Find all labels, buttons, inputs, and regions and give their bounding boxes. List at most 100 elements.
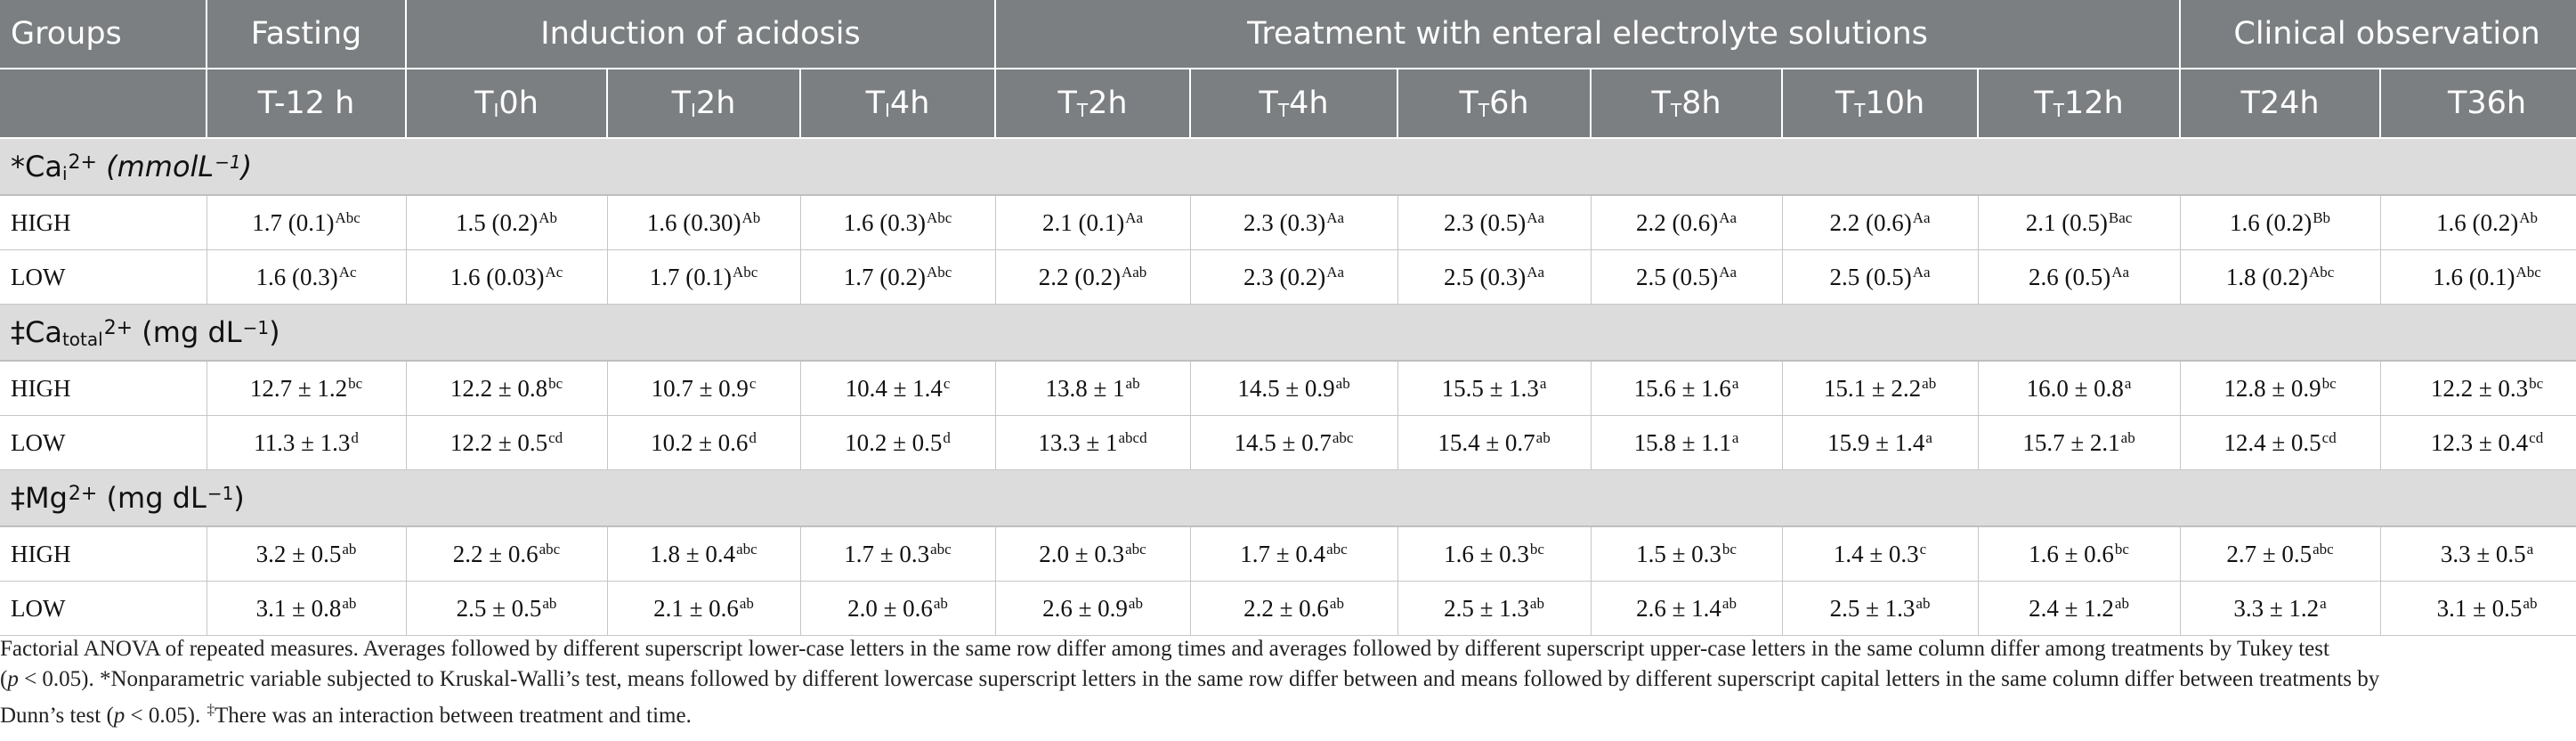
table-cell: 2.5 (0.5)Aa (1782, 249, 1979, 305)
section-title: ‡Catotal2+ (mg dL−1) (0, 304, 2576, 362)
table-cell: 2.6 ± 1.4ab (1591, 581, 1783, 636)
phase-header-row: Groups Fasting Induction of acidosis Tre… (0, 0, 2576, 69)
table-cell: 12.8 ± 0.9bc (2180, 361, 2381, 416)
section-header: ‡Mg2+ (mg dL−1) (0, 469, 2576, 527)
table-cell: 2.6 (0.5)Aa (1978, 249, 2181, 305)
table-cell: 2.7 ± 0.5abc (2180, 526, 2381, 582)
table-footnote: Factorial ANOVA of repeated measures. Av… (0, 634, 2564, 731)
table-cell: 2.5 (0.5)Aa (1591, 249, 1783, 305)
group-label: LOW (0, 415, 207, 470)
time-header-3: TI4h (800, 69, 997, 139)
table-cell: 10.4 ± 1.4c (800, 361, 996, 416)
table-cell: 1.5 (0.2)Ab (406, 195, 608, 250)
section-header: *Cai2+ (mmolL−1) (0, 138, 2576, 196)
time-header-2: TI2h (607, 69, 801, 139)
table-cell: 10.7 ± 0.9c (607, 361, 801, 416)
table-cell: 13.8 ± 1ab (995, 361, 1191, 416)
table-cell: 15.9 ± 1.4a (1782, 415, 1979, 470)
groups-header: Groups (0, 0, 207, 69)
time-header-7: TT8h (1591, 69, 1784, 139)
table-cell: 2.1 ± 0.6ab (607, 581, 801, 636)
time-header-1: TI0h (406, 69, 608, 139)
phase-clinical-observation: Clinical observation (2180, 0, 2576, 69)
table-cell: 1.4 ± 0.3c (1782, 526, 1979, 582)
table-cell: 1.6 (0.3)Ac (207, 249, 407, 305)
section-title: ‡Mg2+ (mg dL−1) (0, 469, 2576, 527)
table-body: *Cai2+ (mmolL−1) HIGH 1.7 (0.1)Abc 1.5 (0.2… (0, 138, 2576, 636)
table-cell: 2.3 (0.3)Aa (1190, 195, 1398, 250)
time-header-5: TT4h (1190, 69, 1399, 139)
table-cell: 15.8 ± 1.1a (1591, 415, 1783, 470)
table-cell: 1.6 (0.2)Bb (2180, 195, 2381, 250)
table-cell: 1.6 (0.1)Abc (2380, 249, 2576, 305)
table-cell: 2.2 (0.6)Aa (1591, 195, 1783, 250)
table-cell: 13.3 ± 1abcd (995, 415, 1191, 470)
table-cell: 15.5 ± 1.3a (1397, 361, 1592, 416)
table-row: HIGH 1.7 (0.1)Abc 1.5 (0.2)Ab 1.6 (0.30)Ab 1… (0, 195, 2576, 250)
table-cell: 12.7 ± 1.2bc (207, 361, 407, 416)
table-cell: 2.1 (0.5)Bac (1978, 195, 2181, 250)
table-cell: 1.6 ± 0.6bc (1978, 526, 2181, 582)
table-cell: 15.6 ± 1.6a (1591, 361, 1783, 416)
table-cell: 3.1 ± 0.8ab (207, 581, 407, 636)
group-label: HIGH (0, 361, 207, 416)
table-cell: 10.2 ± 0.5d (800, 415, 996, 470)
table-cell: 12.4 ± 0.5cd (2180, 415, 2381, 470)
table-cell: 2.5 ± 1.3ab (1397, 581, 1592, 636)
table-cell: 2.2 (0.2)Aab (995, 249, 1191, 305)
table-cell: 3.3 ± 1.2a (2180, 581, 2381, 636)
table-cell: 14.5 ± 0.9ab (1190, 361, 1398, 416)
time-header-11: T36h (2380, 69, 2576, 139)
table-row: HIGH 12.7 ± 1.2bc 12.2 ± 0.8bc 10.7 ± 0.9c 1… (0, 361, 2576, 416)
table-row: LOW 1.6 (0.3)Ac 1.6 (0.03)Ac 1.7 (0.1)Abc 1.… (0, 249, 2576, 305)
table-row: LOW 11.3 ± 1.3d 12.2 ± 0.5cd 10.2 ± 0.6d 10.… (0, 415, 2576, 470)
table-cell: 1.6 (0.30)Ab (607, 195, 801, 250)
footnote-line-1: Factorial ANOVA of repeated measures. Av… (0, 637, 2329, 661)
table-cell: 2.5 ± 0.5ab (406, 581, 608, 636)
table-cell: 15.4 ± 0.7ab (1397, 415, 1592, 470)
results-table: Groups Fasting Induction of acidosis Tre… (0, 0, 2576, 636)
table-cell: 3.2 ± 0.5ab (207, 526, 407, 582)
group-label: LOW (0, 249, 207, 305)
groups-header-blank (0, 69, 207, 139)
group-label: HIGH (0, 195, 207, 250)
table-cell: 12.2 ± 0.8bc (406, 361, 608, 416)
table-cell: 3.3 ± 0.5a (2380, 526, 2576, 582)
table-cell: 12.2 ± 0.3bc (2380, 361, 2576, 416)
table-cell: 1.8 (0.2)Abc (2180, 249, 2381, 305)
table-row: HIGH 3.2 ± 0.5ab 2.2 ± 0.6abc 1.8 ± 0.4abc 1… (0, 526, 2576, 582)
phase-induction: Induction of acidosis (406, 0, 997, 69)
footnote-line-2: (p < 0.05). *Nonparametric variable subj… (0, 667, 2380, 691)
table-cell: 2.2 ± 0.6ab (1190, 581, 1398, 636)
time-header-10: T24h (2180, 69, 2382, 139)
group-label: HIGH (0, 526, 207, 582)
time-header-0: T-12 h (207, 69, 407, 139)
time-header-row: T-12 h TI0h TI2h TI4h TT2h TT4h TT6h TT8h TT10h T… (0, 69, 2576, 139)
table-cell: 3.1 ± 0.5ab (2380, 581, 2576, 636)
table-cell: 2.3 (0.2)Aa (1190, 249, 1398, 305)
table-cell: 12.3 ± 0.4cd (2380, 415, 2576, 470)
time-header-6: TT6h (1397, 69, 1592, 139)
time-header-9: TT12h (1978, 69, 2182, 139)
table-cell: 15.7 ± 2.1ab (1978, 415, 2181, 470)
time-header-4: TT2h (995, 69, 1192, 139)
table-cell: 1.7 ± 0.4abc (1190, 526, 1398, 582)
table-cell: 2.5 ± 1.3ab (1782, 581, 1979, 636)
table-cell: 12.2 ± 0.5cd (406, 415, 608, 470)
table-cell: 1.6 (0.3)Abc (800, 195, 996, 250)
table-cell: 15.1 ± 2.2ab (1782, 361, 1979, 416)
phase-fasting: Fasting (207, 0, 407, 69)
table-cell: 2.0 ± 0.6ab (800, 581, 996, 636)
table-cell: 16.0 ± 0.8a (1978, 361, 2181, 416)
table-cell: 14.5 ± 0.7abc (1190, 415, 1398, 470)
table-cell: 2.4 ± 1.2ab (1978, 581, 2181, 636)
section-title: *Cai2+ (mmolL−1) (0, 138, 2576, 196)
table-cell: 1.6 (0.2)Ab (2380, 195, 2576, 250)
table-cell: 2.0 ± 0.3abc (995, 526, 1191, 582)
table-cell: 1.7 ± 0.3abc (800, 526, 996, 582)
table-cell: 1.8 ± 0.4abc (607, 526, 801, 582)
table-cell: 1.6 ± 0.3bc (1397, 526, 1592, 582)
table-cell: 1.7 (0.2)Abc (800, 249, 996, 305)
table-cell: 1.7 (0.1)Abc (607, 249, 801, 305)
table-cell: 2.5 (0.3)Aa (1397, 249, 1592, 305)
